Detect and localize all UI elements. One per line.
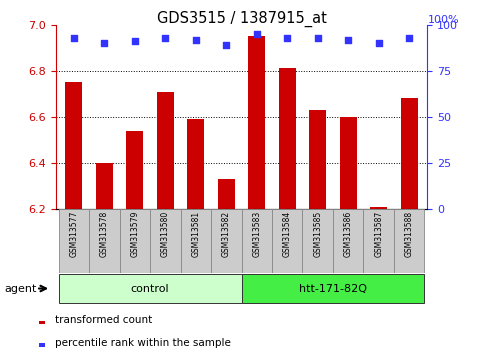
Text: percentile rank within the sample: percentile rank within the sample [55,338,230,348]
Bar [58,209,89,273]
Point [314,35,322,40]
Text: GSM313586: GSM313586 [344,211,353,257]
Bar [127,131,143,209]
Bar [279,69,296,209]
Text: transformed count: transformed count [55,315,152,325]
Bar [39,343,45,347]
Bar [187,119,204,209]
Text: GSM313581: GSM313581 [191,211,200,257]
Bar [66,82,82,209]
Bar [340,117,356,209]
Point [405,35,413,40]
Bar [394,209,425,273]
Text: GSM313580: GSM313580 [161,211,170,257]
Bar [89,209,120,273]
Text: GDS3515 / 1387915_at: GDS3515 / 1387915_at [156,11,327,27]
Point [161,35,169,40]
Bar [120,209,150,273]
Bar [302,209,333,273]
Text: GSM313579: GSM313579 [130,211,139,257]
Point [222,42,230,48]
Bar [218,179,235,209]
Bar [309,110,326,209]
Bar [58,274,242,303]
Bar [242,274,425,303]
Point [344,37,352,42]
Bar [370,206,387,209]
Point [253,31,261,37]
Point [100,40,108,46]
Bar [242,209,272,273]
Text: control: control [131,284,170,293]
Point [375,40,383,46]
Point [70,35,78,40]
Point [131,39,139,44]
Text: GSM313577: GSM313577 [70,211,78,257]
Text: GSM313588: GSM313588 [405,211,413,257]
Text: GSM313584: GSM313584 [283,211,292,257]
Text: GSM313578: GSM313578 [100,211,109,257]
Text: GSM313582: GSM313582 [222,211,231,257]
Bar [363,209,394,273]
Bar [211,209,242,273]
Point [284,35,291,40]
Bar [333,209,363,273]
Bar [39,321,45,324]
Text: GSM313583: GSM313583 [252,211,261,257]
Bar [248,36,265,209]
Bar [96,163,113,209]
Bar [272,209,302,273]
Bar [401,98,417,209]
Bar [181,209,211,273]
Bar [157,91,174,209]
Text: GSM313585: GSM313585 [313,211,322,257]
Text: GSM313587: GSM313587 [374,211,383,257]
Text: agent: agent [5,284,37,293]
Bar [150,209,181,273]
Text: 100%: 100% [427,15,459,25]
Text: htt-171-82Q: htt-171-82Q [299,284,367,293]
Point [192,37,199,42]
